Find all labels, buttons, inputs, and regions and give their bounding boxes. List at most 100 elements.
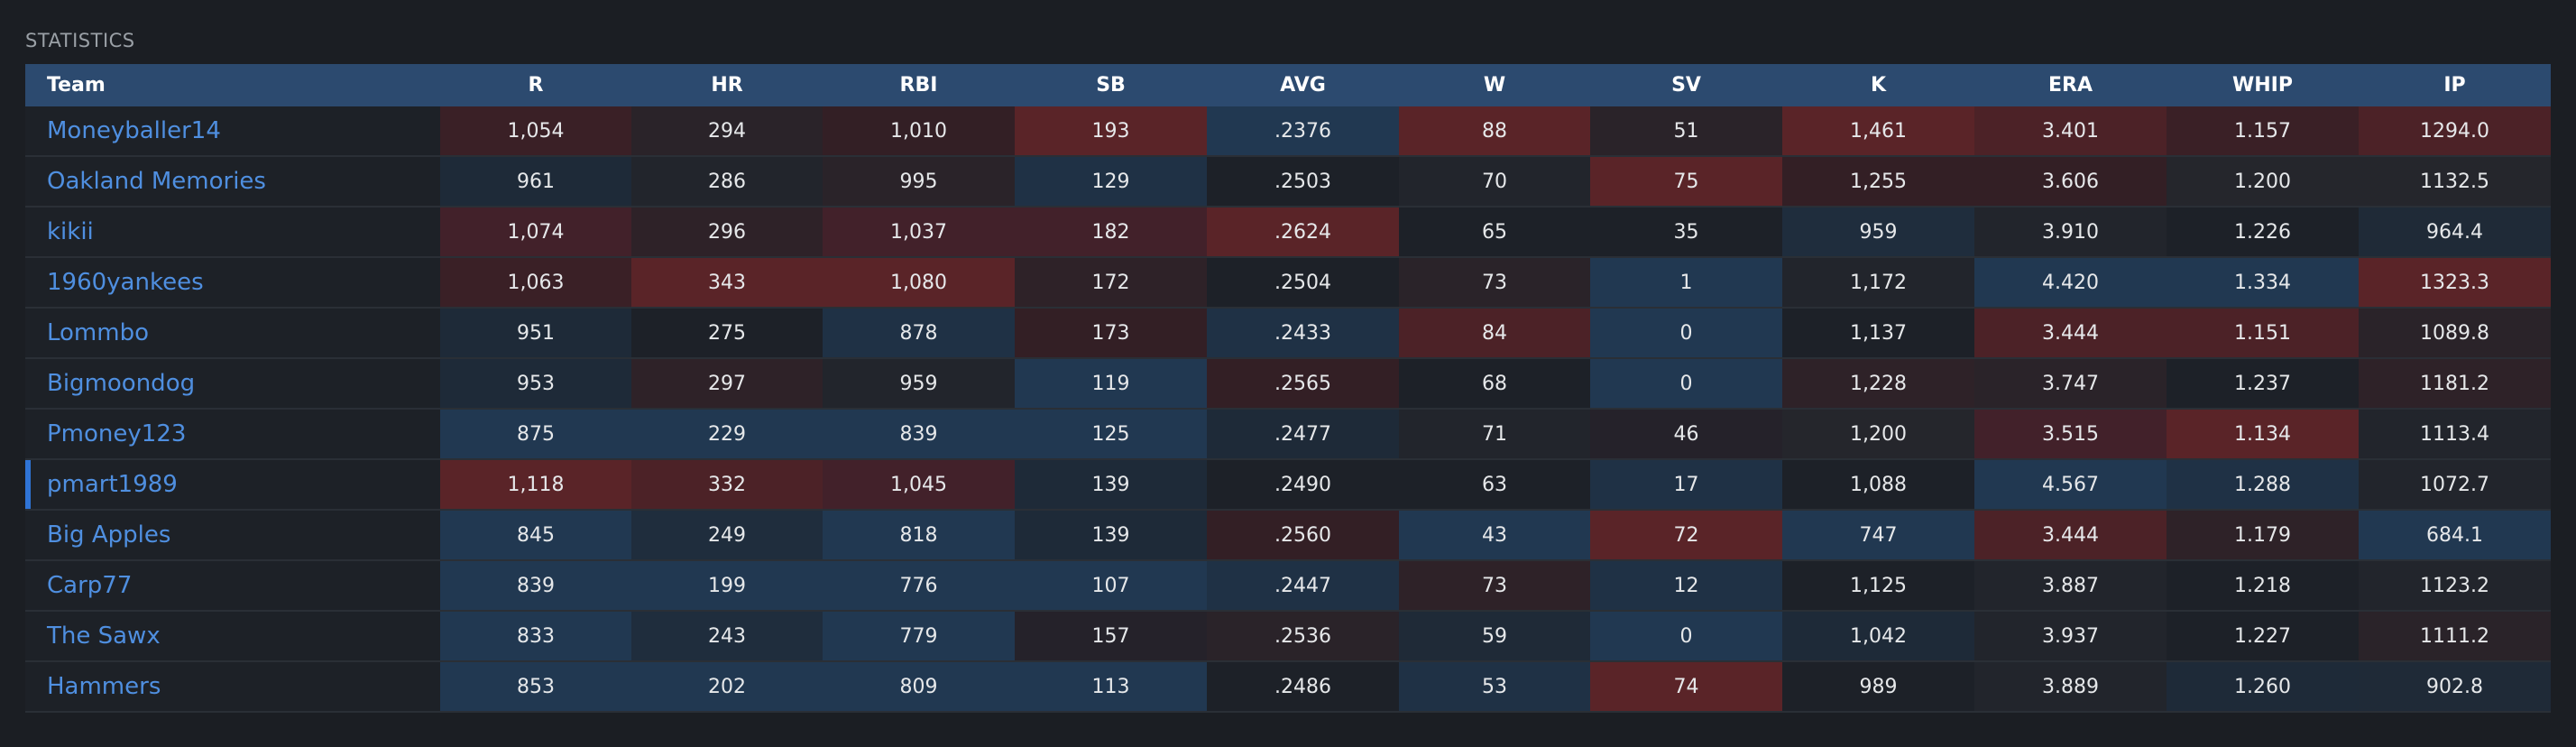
team-cell: Pmoney123: [25, 409, 440, 460]
stat-cell-era: 3.747: [1974, 358, 2167, 410]
team-link[interactable]: Lommbo: [47, 319, 150, 346]
section-title: STATISTICS: [25, 30, 135, 51]
team-link[interactable]: Big Apples: [47, 521, 171, 549]
stat-cell-avg: .2504: [1207, 257, 1399, 309]
stat-cell-ip: 1123.2: [2359, 560, 2551, 612]
team-link[interactable]: Hammers: [47, 673, 161, 700]
stat-cell-era: 3.889: [1974, 661, 2167, 713]
table-row[interactable]: Hammers 853 202 809 113.2486 53 74 989 3.889 1.26…: [25, 661, 2551, 713]
column-header-sb[interactable]: SB: [1015, 64, 1207, 106]
statistics-table: Team R HR RBI SB AVG W SV K ERA WHIP IP Moneyballer…: [25, 64, 2551, 713]
stat-cell-avg: .2433: [1207, 308, 1399, 359]
column-header-k[interactable]: K: [1782, 64, 1974, 106]
stat-cell-rbi: 776: [823, 560, 1015, 612]
table-row[interactable]: 1960yankees 1,063 343 1,080 172.2504 73 1 1,172…: [25, 257, 2551, 309]
stat-cell-k: 1,255: [1782, 156, 1974, 208]
team-cell: Moneyballer14: [25, 106, 440, 157]
stat-cell-sv: 0: [1590, 611, 1782, 662]
stat-cell-w: 53: [1399, 661, 1590, 713]
stat-cell-r: 839: [440, 560, 631, 612]
stat-cell-era: 3.444: [1974, 308, 2167, 359]
team-link[interactable]: Carp77: [47, 572, 133, 599]
stat-cell-k: 1,137: [1782, 308, 1974, 359]
stat-cell-hr: 332: [631, 459, 823, 511]
stat-cell-whip: 1.227: [2167, 611, 2359, 662]
stat-cell-sb: 172: [1015, 257, 1207, 309]
table-row[interactable]: Lommbo 951 275 878 173.2433 84 0 1,137 3.444 1.15…: [25, 308, 2551, 359]
stat-cell-ip: 1089.8: [2359, 308, 2551, 359]
stat-cell-avg: .2490: [1207, 459, 1399, 511]
stat-cell-k: 1,461: [1782, 106, 1974, 157]
table-row[interactable]: kikii 1,074 296 1,037 182.2624 65 35 959 3.910 1.…: [25, 207, 2551, 258]
team-link[interactable]: Moneyballer14: [47, 117, 221, 144]
stat-cell-rbi: 959: [823, 358, 1015, 410]
team-link[interactable]: Pmoney123: [47, 420, 187, 447]
stat-cell-whip: 1.260: [2167, 661, 2359, 713]
stat-cell-era: 3.401: [1974, 106, 2167, 157]
column-header-team[interactable]: Team: [25, 64, 440, 106]
team-link[interactable]: 1960yankees: [47, 269, 204, 296]
table-row[interactable]: The Sawx 833 243 779 157.2536 59 0 1,042 3.937 1.…: [25, 611, 2551, 662]
stat-cell-avg: .2447: [1207, 560, 1399, 612]
column-header-sv[interactable]: SV: [1590, 64, 1782, 106]
stat-cell-w: 59: [1399, 611, 1590, 662]
team-link[interactable]: kikii: [47, 218, 94, 245]
column-header-r[interactable]: R: [440, 64, 631, 106]
stat-cell-k: 959: [1782, 207, 1974, 258]
stat-cell-r: 1,063: [440, 257, 631, 309]
stat-cell-sb: 119: [1015, 358, 1207, 410]
stat-cell-k: 1,200: [1782, 409, 1974, 460]
stat-cell-r: 961: [440, 156, 631, 208]
column-header-avg[interactable]: AVG: [1207, 64, 1399, 106]
stat-cell-hr: 343: [631, 257, 823, 309]
table-row[interactable]: Oakland Memories 961 286 995 129.2503 70 75 1,2…: [25, 156, 2551, 208]
table-row[interactable]: Carp77 839 199 776 107.2447 73 12 1,125 3.887 1.2…: [25, 560, 2551, 612]
team-link[interactable]: Oakland Memories: [47, 168, 266, 195]
selected-row-indicator: [25, 460, 31, 509]
column-header-whip[interactable]: WHIP: [2167, 64, 2359, 106]
stat-cell-avg: .2376: [1207, 106, 1399, 157]
table-row[interactable]: Big Apples 845 249 818 139.2560 43 72 747 3.444 1…: [25, 510, 2551, 561]
stat-cell-sb: 125: [1015, 409, 1207, 460]
table-row[interactable]: Moneyballer14 1,054 294 1,010 193.2376 88 51 1,…: [25, 106, 2551, 157]
column-header-rbi[interactable]: RBI: [823, 64, 1015, 106]
stat-cell-avg: .2536: [1207, 611, 1399, 662]
stat-cell-avg: .2486: [1207, 661, 1399, 713]
column-header-era[interactable]: ERA: [1974, 64, 2167, 106]
stat-cell-era: 4.567: [1974, 459, 2167, 511]
stat-cell-whip: 1.151: [2167, 308, 2359, 359]
table-header: Team R HR RBI SB AVG W SV K ERA WHIP IP: [25, 64, 2551, 106]
column-header-hr[interactable]: HR: [631, 64, 823, 106]
stat-cell-r: 1,074: [440, 207, 631, 258]
stat-cell-sv: 75: [1590, 156, 1782, 208]
column-header-w[interactable]: W: [1399, 64, 1590, 106]
table-row[interactable]: Pmoney123 875 229 839 125.2477 71 46 1,200 3.515…: [25, 409, 2551, 460]
team-link[interactable]: Bigmoondog: [47, 370, 196, 397]
team-link[interactable]: pmart1989: [47, 471, 178, 498]
stat-cell-whip: 1.334: [2167, 257, 2359, 309]
stat-cell-sb: 193: [1015, 106, 1207, 157]
stat-cell-hr: 202: [631, 661, 823, 713]
team-link[interactable]: The Sawx: [47, 622, 161, 650]
team-cell: kikii: [25, 207, 440, 258]
stat-cell-sv: 0: [1590, 358, 1782, 410]
column-header-ip[interactable]: IP: [2359, 64, 2551, 106]
table-row[interactable]: Bigmoondog 953 297 959 119.2565 68 0 1,228 3.747…: [25, 358, 2551, 410]
stat-cell-w: 73: [1399, 257, 1590, 309]
stat-cell-w: 73: [1399, 560, 1590, 612]
stat-cell-avg: .2477: [1207, 409, 1399, 460]
stat-cell-k: 1,228: [1782, 358, 1974, 410]
stat-cell-sv: 46: [1590, 409, 1782, 460]
stat-cell-ip: 1111.2: [2359, 611, 2551, 662]
team-cell: Big Apples: [25, 510, 440, 561]
stat-cell-era: 4.420: [1974, 257, 2167, 309]
table-row[interactable]: pmart1989 1,118 332 1,045 139.2490 63 17 1,088 4…: [25, 459, 2551, 511]
stat-cell-whip: 1.288: [2167, 459, 2359, 511]
stat-cell-sb: 173: [1015, 308, 1207, 359]
stat-cell-r: 1,054: [440, 106, 631, 157]
team-cell: Lommbo: [25, 308, 440, 359]
stat-cell-sb: 129: [1015, 156, 1207, 208]
stat-cell-ip: 1072.7: [2359, 459, 2551, 511]
stat-cell-ip: 1181.2: [2359, 358, 2551, 410]
stat-cell-k: 1,172: [1782, 257, 1974, 309]
